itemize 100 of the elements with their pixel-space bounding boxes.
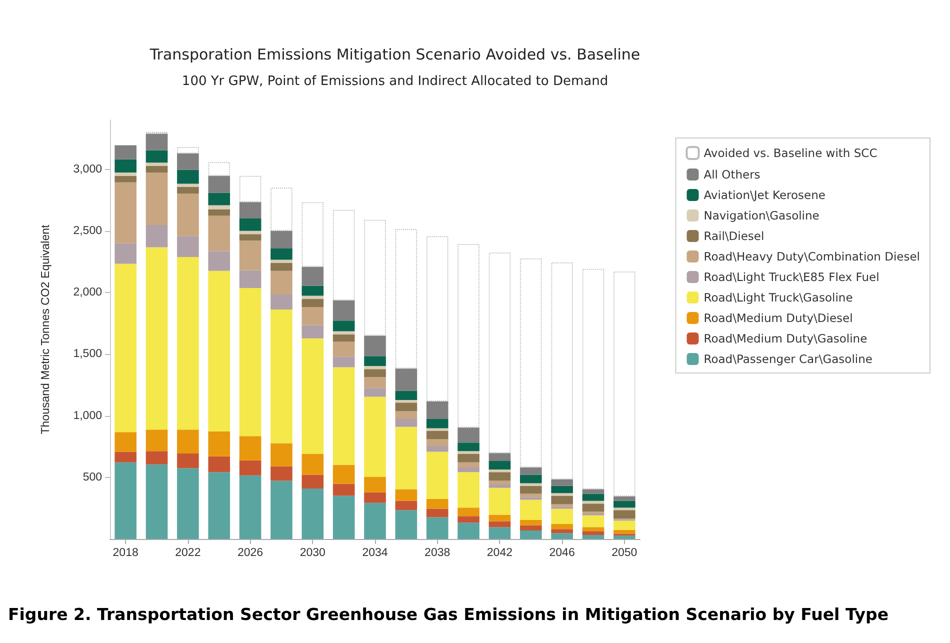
bar (270, 188, 292, 231)
bar (270, 270, 292, 294)
bar (614, 520, 636, 530)
bar (208, 205, 230, 210)
bar (302, 299, 324, 307)
bar (551, 533, 573, 539)
bar (395, 402, 418, 412)
bar (395, 368, 418, 391)
bar (395, 500, 418, 510)
bar (395, 400, 418, 403)
bar (146, 166, 168, 172)
bar (426, 428, 448, 431)
bar (302, 454, 324, 475)
bar (551, 504, 573, 507)
bar (208, 176, 230, 193)
bar (270, 260, 292, 263)
x-tick-label: 2046 (549, 547, 575, 559)
bar (488, 484, 511, 488)
x-tick-label: 2034 (362, 547, 388, 559)
bar (364, 388, 386, 397)
bar (114, 243, 136, 264)
legend-label: Avoided vs. Baseline with SCC (704, 146, 878, 160)
bar (426, 517, 448, 539)
bar (332, 334, 355, 342)
bar (146, 134, 168, 150)
x-tick-label: 2038 (424, 547, 450, 559)
bar (114, 452, 136, 462)
bar (614, 496, 636, 501)
bar (332, 300, 355, 321)
bar (146, 464, 168, 539)
bar (426, 439, 448, 446)
y-tick-label: 2,000 (73, 286, 102, 299)
bar (551, 262, 573, 480)
bar (270, 480, 292, 539)
bar (488, 469, 511, 472)
bar (614, 508, 636, 510)
bar (364, 377, 386, 388)
bar (270, 443, 292, 466)
bar (239, 218, 262, 231)
bar (582, 515, 604, 528)
bar (426, 508, 448, 518)
bar (551, 508, 573, 524)
bar (177, 184, 199, 187)
bar (302, 266, 324, 286)
bar (426, 430, 448, 440)
bar (114, 462, 136, 539)
bar (332, 342, 355, 357)
bar (458, 516, 480, 523)
legend-label: Aviation\Jet Kerosene (704, 188, 826, 202)
bar (488, 514, 511, 522)
bar (551, 529, 573, 534)
bar (395, 510, 418, 539)
bar (114, 176, 136, 182)
bar (458, 522, 480, 539)
bar (488, 472, 511, 481)
x-tick-label: 2022 (175, 547, 201, 559)
legend-label: All Others (704, 168, 760, 182)
bar (177, 170, 199, 184)
legend-label: Road\Passenger Car\Gasoline (704, 352, 872, 366)
bar (458, 451, 480, 454)
bar (332, 496, 355, 539)
bar (114, 432, 136, 452)
bar (208, 251, 230, 271)
bar (520, 494, 542, 498)
bar (302, 474, 324, 488)
bar (208, 456, 230, 472)
bar (177, 430, 199, 454)
bar (146, 162, 168, 166)
bar (520, 500, 542, 520)
bar (270, 310, 292, 444)
bar (302, 338, 324, 454)
bar (239, 234, 262, 241)
bar (146, 172, 168, 225)
bar (208, 216, 230, 252)
x-tick-label: 2026 (237, 547, 264, 559)
bar (364, 336, 386, 356)
x-tick-label: 2018 (112, 547, 138, 559)
bar (520, 520, 542, 526)
bar (426, 446, 448, 452)
bar (208, 472, 230, 539)
bar (488, 521, 511, 528)
bar (551, 524, 573, 530)
bar (520, 483, 542, 486)
bar (146, 451, 168, 464)
bar (177, 257, 199, 430)
bar (177, 146, 199, 154)
bar (364, 366, 386, 370)
bar (488, 488, 511, 515)
bar (302, 202, 324, 267)
bar (177, 186, 199, 194)
bar (146, 224, 168, 248)
bar (458, 472, 480, 508)
bar (395, 418, 418, 427)
bar (614, 500, 636, 508)
bar (426, 498, 448, 509)
legend-label: Road\Light Truck\Gasoline (704, 290, 853, 304)
bar (208, 162, 230, 176)
bar (270, 294, 292, 310)
bar (239, 436, 262, 460)
bar (177, 154, 199, 170)
